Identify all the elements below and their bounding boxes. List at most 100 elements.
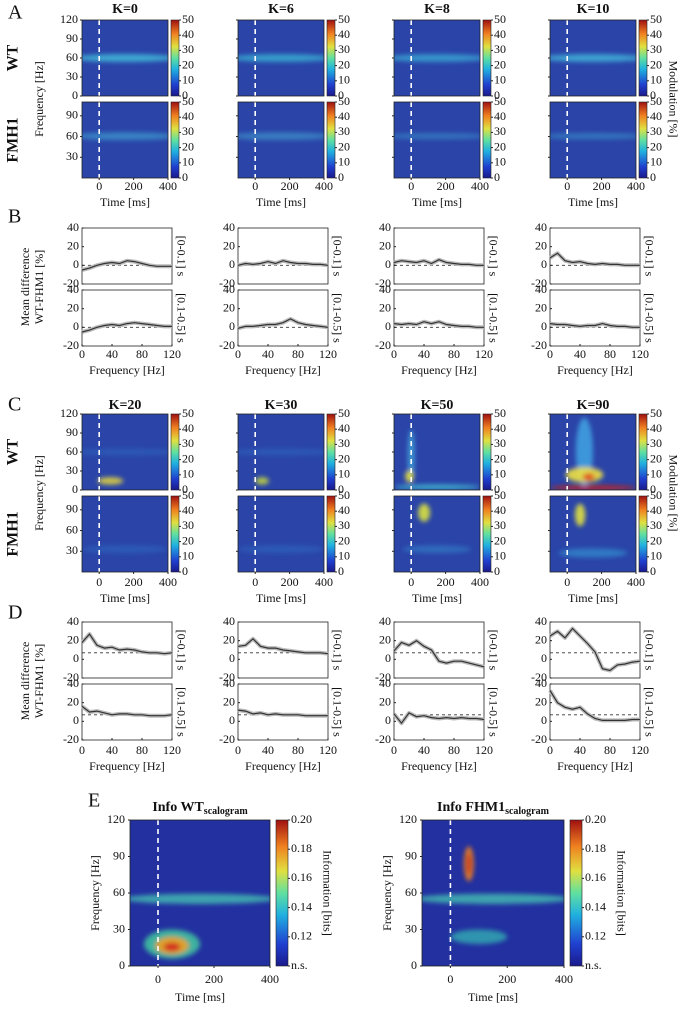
heatmap-background — [238, 102, 324, 178]
y-tick-label: 30 — [66, 543, 78, 557]
y-tick-label: 40 — [223, 676, 235, 690]
colorbar-tick-label: 20 — [494, 451, 506, 465]
heatmap — [394, 20, 480, 96]
heatmap-blob — [574, 503, 586, 527]
heatmap-texture — [558, 503, 628, 558]
heatmap-blob — [418, 503, 431, 522]
colorbar-tick-label: 30 — [650, 124, 662, 138]
heatmap-blob — [238, 132, 324, 140]
colorbar-tick-label: 40 — [494, 421, 506, 435]
y-tick-label: -20 — [63, 670, 79, 684]
row-label: [0.1-0.5] s — [642, 687, 656, 737]
x-tick-label: 40 — [574, 743, 586, 757]
colorbar-tick-label: 0.16 — [291, 870, 312, 884]
line — [81, 705, 173, 717]
heatmap-blob — [405, 470, 414, 483]
panel-title: K=30 — [265, 398, 298, 413]
x-tick-label: 400 — [471, 179, 489, 193]
colorbar-tick-label: 40 — [338, 421, 350, 435]
x-tick-label: 80 — [448, 743, 460, 757]
heatmap-texture — [402, 503, 472, 553]
colorbar-tick-label: 40 — [182, 503, 194, 517]
colorbar-tick-label: 10 — [494, 549, 506, 563]
y-tick-label: 120 — [399, 812, 417, 826]
heatmap-blob — [450, 929, 508, 945]
panel-title: K=10 — [577, 2, 610, 17]
heatmap — [82, 496, 168, 572]
heatmap — [422, 820, 564, 966]
y-tick-label: -20 — [375, 338, 391, 352]
colorbar-tick-label: 50 — [182, 488, 194, 502]
heatmap-background — [422, 820, 564, 966]
y-tick-label: 60 — [405, 885, 417, 899]
y-tick-label: 40 — [535, 220, 547, 234]
heatmap-blob — [550, 133, 636, 140]
colorbar-tick-label: 50 — [494, 488, 506, 502]
colorbar-tick-label: 40 — [650, 109, 662, 123]
plot-frame — [81, 495, 169, 573]
colorbar-tick-label: 10 — [494, 73, 506, 87]
heatmap — [238, 496, 324, 572]
colorbar-tick-label: 0 — [494, 564, 500, 578]
line — [237, 637, 329, 655]
y-tick-label: 60 — [66, 522, 78, 536]
x-axis-label: Time [ms] — [256, 591, 306, 605]
colorbar-tick-label: 50 — [650, 94, 662, 108]
y-tick-label: 30 — [66, 149, 78, 163]
heatmap-blob — [558, 548, 628, 558]
y-tick-label: 0 — [411, 958, 417, 972]
heatmap-blob — [466, 853, 471, 875]
colorbar — [482, 495, 492, 573]
heatmap-texture — [422, 846, 564, 945]
row-label: [0.1-0.5] s — [174, 687, 188, 737]
heatmap-texture — [82, 54, 168, 62]
colorbar — [326, 495, 336, 573]
y-tick-label: -20 — [219, 732, 235, 746]
colorbar-tick-label: 20 — [494, 533, 506, 547]
x-tick-label: 200 — [125, 179, 143, 193]
plot-frame — [393, 621, 485, 679]
y-tick-label: 120 — [60, 12, 78, 26]
row-label: [0.1-0.5] s — [174, 293, 188, 343]
colorbar-tick-label: 40 — [182, 27, 194, 41]
heatmap-texture — [238, 545, 324, 553]
colorbar-tick-label: n.s. — [291, 958, 308, 972]
y-tick-label: -20 — [375, 276, 391, 290]
x-tick-label: 200 — [205, 972, 223, 986]
colorbar-tick-label: 0 — [182, 170, 188, 184]
plot-frame — [393, 227, 485, 285]
heatmap-blob — [394, 133, 480, 140]
x-tick-label: 120 — [475, 743, 493, 757]
line — [393, 639, 485, 668]
colorbar-tick-label: 0 — [650, 170, 656, 184]
y-tick-label: 0 — [73, 257, 79, 271]
x-tick-label: 400 — [627, 575, 645, 589]
y-tick-label: 40 — [535, 282, 547, 296]
colorbar-tick-label: 10 — [494, 155, 506, 169]
colorbar-tick-label: 0 — [494, 482, 500, 496]
colorbar — [638, 101, 648, 179]
colorbar-tick-label: 0.20 — [585, 812, 606, 826]
x-axis-label: Frequency [Hz] — [557, 759, 633, 773]
colorbar-tick-label: 20 — [338, 57, 350, 71]
y-axis-label: Frequency [Hz] — [32, 455, 46, 531]
y-tick-label: 0 — [229, 319, 235, 333]
heatmap-blob — [238, 545, 324, 553]
x-tick-label: 40 — [262, 347, 274, 361]
heatmap-blob — [82, 545, 168, 553]
colorbar-tick-label: 30 — [650, 42, 662, 56]
colorbar-tick-label: 50 — [650, 12, 662, 26]
colorbar-tick-label: 40 — [650, 27, 662, 41]
colorbar-tick-label: 0.18 — [291, 841, 312, 855]
x-axis-label: Time [ms] — [175, 990, 225, 1004]
y-tick-label: 40 — [535, 614, 547, 628]
heatmap-background — [82, 102, 168, 178]
colorbar-tick-label: 10 — [650, 155, 662, 169]
line — [393, 712, 485, 725]
colorbar-tick-label: 40 — [338, 503, 350, 517]
heatmap-texture — [82, 545, 168, 553]
colorbar — [482, 101, 492, 179]
y-tick-label: 0 — [385, 651, 391, 665]
y-tick-label: 120 — [107, 812, 125, 826]
row-label: [0-0.1] s — [642, 236, 656, 277]
